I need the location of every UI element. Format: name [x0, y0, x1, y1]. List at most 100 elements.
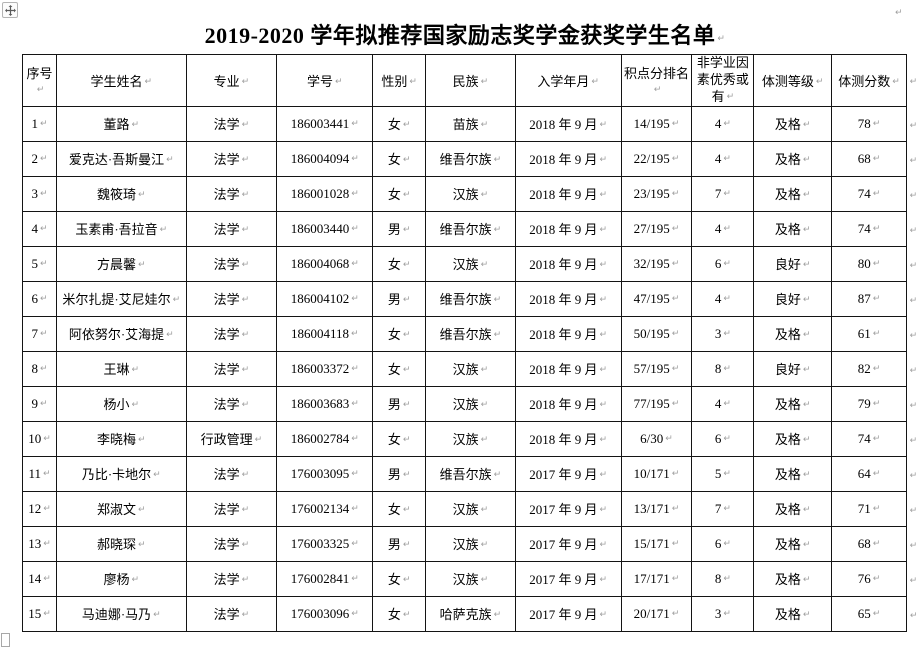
table-cell[interactable]: 13 [22, 525, 57, 562]
table-cell[interactable]: 186003372 [276, 350, 374, 387]
table-cell[interactable]: 女 [372, 140, 427, 177]
table-cell[interactable]: 20/171 [620, 595, 693, 632]
table-cell[interactable]: 79 [831, 385, 907, 422]
table-cell[interactable]: 男 [372, 385, 427, 422]
table-cell[interactable]: 董路 [55, 105, 187, 142]
table-cell[interactable]: 1 [22, 105, 57, 142]
document-title[interactable]: 2019-2020 学年拟推荐国家励志奖学金获奖学生名单 [22, 18, 908, 50]
table-cell[interactable]: 女 [372, 315, 427, 352]
table-cell[interactable]: 及格 [753, 385, 833, 422]
table-cell[interactable]: 米尔扎提·艾尼娃尔 [55, 280, 187, 317]
table-cell[interactable]: 176003096 [276, 595, 374, 632]
table-cell[interactable]: 68 [831, 140, 907, 177]
table-cell[interactable]: 汉族 [425, 420, 516, 457]
table-cell[interactable]: 6 [691, 245, 755, 282]
header-enrollment-date[interactable]: 入学年月 [514, 54, 622, 107]
table-cell[interactable]: 8 [22, 350, 57, 387]
table-cell[interactable]: 2018 年 9 月 [514, 350, 622, 387]
table-cell[interactable]: 186003683 [276, 385, 374, 422]
table-cell[interactable]: 汉族 [425, 245, 516, 282]
table-cell[interactable]: 2018 年 9 月 [514, 105, 622, 142]
table-cell[interactable]: 男 [372, 525, 427, 562]
table-cell[interactable]: 2017 年 9 月 [514, 490, 622, 527]
table-cell[interactable]: 魏筱琦 [55, 175, 187, 212]
table-cell[interactable]: 郝晓琛 [55, 525, 187, 562]
table-cell[interactable]: 7 [691, 175, 755, 212]
table-cell[interactable]: 法学 [185, 175, 278, 212]
table-cell[interactable]: 王琳 [55, 350, 187, 387]
header-fitness-score[interactable]: 体测分数 [831, 54, 907, 107]
table-cell[interactable]: 法学 [185, 280, 278, 317]
table-cell[interactable]: 15 [22, 595, 57, 632]
table-cell[interactable]: 行政管理 [185, 420, 278, 457]
table-cell[interactable]: 法学 [185, 105, 278, 142]
table-cell[interactable]: 74 [831, 175, 907, 212]
table-cell[interactable]: 27/195 [620, 210, 693, 247]
table-cell[interactable]: 及格 [753, 140, 833, 177]
table-cell[interactable]: 186004068 [276, 245, 374, 282]
table-cell[interactable]: 23/195 [620, 175, 693, 212]
header-student-id[interactable]: 学号 [276, 54, 374, 107]
table-cell[interactable]: 76 [831, 560, 907, 597]
table-cell[interactable]: 4 [691, 210, 755, 247]
table-cell[interactable]: 5 [691, 455, 755, 492]
table-cell[interactable]: 50/195 [620, 315, 693, 352]
table-cell[interactable]: 2018 年 9 月 [514, 245, 622, 282]
table-cell[interactable]: 男 [372, 280, 427, 317]
table-cell[interactable]: 186004118 [276, 315, 374, 352]
table-cell[interactable]: 女 [372, 595, 427, 632]
table-cell[interactable]: 17/171 [620, 560, 693, 597]
table-cell[interactable]: 8 [691, 560, 755, 597]
table-cell[interactable]: 5 [22, 245, 57, 282]
table-cell[interactable]: 女 [372, 560, 427, 597]
table-cell[interactable]: 4 [691, 105, 755, 142]
table-cell[interactable]: 汉族 [425, 385, 516, 422]
table-cell[interactable]: 法学 [185, 140, 278, 177]
header-gpa-rank[interactable]: 积点分排名 [620, 54, 693, 107]
header-gender[interactable]: 性别 [372, 54, 427, 107]
table-cell[interactable]: 13/171 [620, 490, 693, 527]
table-cell[interactable]: 女 [372, 175, 427, 212]
table-cell[interactable]: 6 [691, 525, 755, 562]
table-move-handle[interactable] [2, 2, 18, 18]
table-cell[interactable]: 2018 年 9 月 [514, 210, 622, 247]
table-cell[interactable]: 176003095 [276, 455, 374, 492]
table-cell[interactable]: 11 [22, 455, 57, 492]
table-cell[interactable]: 4 [22, 210, 57, 247]
table-cell[interactable]: 法学 [185, 455, 278, 492]
table-cell[interactable]: 女 [372, 105, 427, 142]
table-cell[interactable]: 6/30 [620, 420, 693, 457]
table-cell[interactable]: 176002841 [276, 560, 374, 597]
table-cell[interactable]: 玉素甫·吾拉音 [55, 210, 187, 247]
table-cell[interactable]: 2018 年 9 月 [514, 175, 622, 212]
table-cell[interactable]: 74 [831, 210, 907, 247]
table-cell[interactable]: 176002134 [276, 490, 374, 527]
table-cell[interactable]: 78 [831, 105, 907, 142]
table-cell[interactable]: 男 [372, 210, 427, 247]
table-cell[interactable]: 维吾尔族 [425, 210, 516, 247]
table-cell[interactable]: 及格 [753, 595, 833, 632]
table-cell[interactable]: 4 [691, 140, 755, 177]
table-cell[interactable]: 女 [372, 490, 427, 527]
table-cell[interactable]: 李晓梅 [55, 420, 187, 457]
table-cell[interactable]: 2 [22, 140, 57, 177]
table-cell[interactable]: 68 [831, 525, 907, 562]
table-cell[interactable]: 女 [372, 245, 427, 282]
table-cell[interactable]: 2018 年 9 月 [514, 420, 622, 457]
header-serial[interactable]: 序号 [22, 54, 57, 107]
table-cell[interactable]: 2018 年 9 月 [514, 315, 622, 352]
table-cell[interactable]: 良好 [753, 245, 833, 282]
table-cell[interactable]: 苗族 [425, 105, 516, 142]
table-cell[interactable]: 及格 [753, 420, 833, 457]
table-cell[interactable]: 14 [22, 560, 57, 597]
table-cell[interactable]: 法学 [185, 350, 278, 387]
table-cell[interactable]: 3 [691, 595, 755, 632]
table-cell[interactable]: 郑淑文 [55, 490, 187, 527]
table-cell[interactable]: 32/195 [620, 245, 693, 282]
table-cell[interactable]: 女 [372, 420, 427, 457]
table-cell[interactable]: 女 [372, 350, 427, 387]
table-cell[interactable]: 法学 [185, 315, 278, 352]
table-cell[interactable]: 及格 [753, 105, 833, 142]
table-cell[interactable]: 哈萨克族 [425, 595, 516, 632]
table-cell[interactable]: 8 [691, 350, 755, 387]
